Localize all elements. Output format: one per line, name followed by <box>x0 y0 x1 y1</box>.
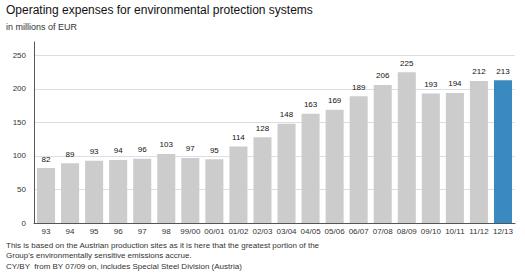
svg-text:01/02: 01/02 <box>228 227 249 236</box>
svg-text:in millions of EUR: in millions of EUR <box>6 22 78 32</box>
svg-text:00/01: 00/01 <box>204 227 225 236</box>
svg-text:Group's environmentally sensit: Group's environmentally sensitive emissi… <box>6 251 192 260</box>
svg-text:03/04: 03/04 <box>277 227 298 236</box>
svg-text:50: 50 <box>17 185 26 194</box>
svg-text:11/12: 11/12 <box>469 227 489 236</box>
svg-text:189: 189 <box>352 83 366 92</box>
svg-text:163: 163 <box>304 100 318 109</box>
svg-text:99/00: 99/00 <box>180 227 201 236</box>
svg-text:08/09: 08/09 <box>397 227 418 236</box>
svg-text:94: 94 <box>114 146 123 155</box>
svg-text:225: 225 <box>400 59 414 68</box>
svg-text:169: 169 <box>328 96 342 105</box>
svg-text:103: 103 <box>160 140 174 149</box>
svg-text:148: 148 <box>280 110 294 119</box>
svg-text:100: 100 <box>13 151 27 160</box>
svg-text:97: 97 <box>186 144 195 153</box>
svg-text:82: 82 <box>42 155 51 164</box>
svg-text:94: 94 <box>66 227 75 236</box>
svg-text:07/08: 07/08 <box>373 227 394 236</box>
svg-text:95: 95 <box>90 227 99 236</box>
svg-text:93: 93 <box>42 227 51 236</box>
svg-text:06/07: 06/07 <box>349 227 370 236</box>
svg-text:206: 206 <box>376 71 390 80</box>
svg-text:CY/BY from BY 07/09 on, inclu: CY/BY from BY 07/09 on, includes Special… <box>6 262 242 271</box>
svg-text:89: 89 <box>66 150 75 159</box>
svg-text:128: 128 <box>256 124 270 133</box>
svg-text:09/10: 09/10 <box>421 227 442 236</box>
svg-text:98: 98 <box>162 227 171 236</box>
svg-text:04/05: 04/05 <box>301 227 322 236</box>
svg-text:213: 213 <box>496 67 510 76</box>
svg-text:05/06: 05/06 <box>325 227 346 236</box>
svg-text:Operating expenses for environ: Operating expenses for environmental pro… <box>6 3 313 17</box>
svg-text:02/03: 02/03 <box>252 227 273 236</box>
svg-text:96: 96 <box>138 145 147 154</box>
svg-text:193: 193 <box>424 80 438 89</box>
svg-text:212: 212 <box>472 67 486 76</box>
svg-text:200: 200 <box>13 84 27 93</box>
svg-text:12/13: 12/13 <box>493 227 514 236</box>
svg-text:96: 96 <box>114 227 123 236</box>
svg-text:114: 114 <box>232 133 245 142</box>
svg-text:93: 93 <box>90 147 99 156</box>
svg-text:This is based on the Austrian: This is based on the Austrian production… <box>6 241 320 250</box>
svg-text:250: 250 <box>13 51 27 60</box>
svg-text:150: 150 <box>13 118 27 127</box>
svg-text:194: 194 <box>448 79 462 88</box>
svg-text:10/11: 10/11 <box>445 227 465 236</box>
svg-text:0: 0 <box>22 219 27 228</box>
svg-text:97: 97 <box>138 227 147 236</box>
svg-text:95: 95 <box>210 146 219 155</box>
